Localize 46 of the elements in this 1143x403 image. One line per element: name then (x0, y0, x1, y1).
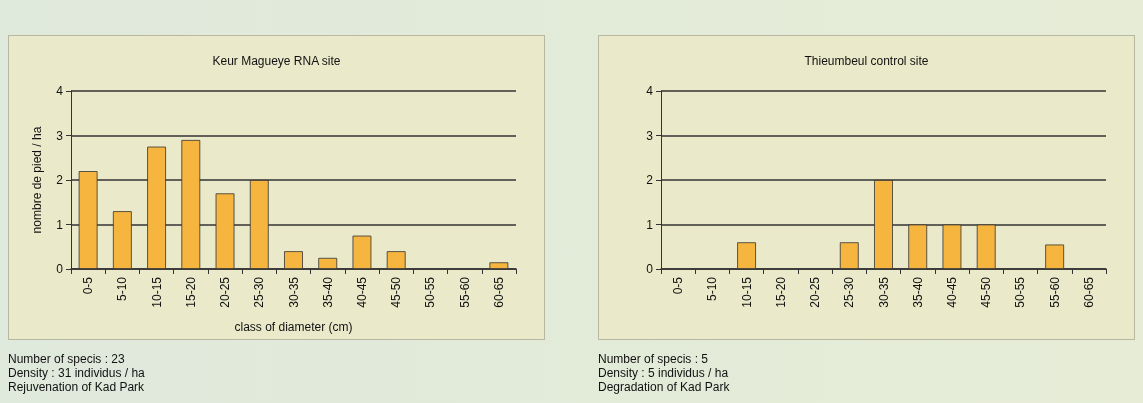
x-tick-label: 60-65 (491, 276, 506, 308)
x-tick-label: 40-45 (354, 276, 369, 308)
x-tick-label: 10-15 (149, 276, 164, 308)
text: Degradation of Kad Park (598, 380, 731, 394)
text: Density : 31 individus / ha (8, 366, 146, 380)
y-tick-label: 0 (56, 262, 64, 276)
y-axis-title: nombre de pied / ha (30, 126, 44, 234)
x-tick-label: 25-30 (842, 276, 857, 308)
x-tick-label: 45-50 (979, 276, 994, 308)
y-tick-label: 4 (646, 84, 654, 98)
y-tick-label: 0 (646, 262, 654, 276)
chart-title: Thieumbeul control site (804, 54, 929, 68)
x-tick-label: 35-40 (320, 276, 335, 308)
x-tick-label: 25-30 (252, 276, 267, 308)
y-tick-label: 1 (646, 217, 654, 232)
x-tick-label: 0-5 (81, 276, 96, 295)
y-tick-label: 3 (56, 128, 64, 143)
x-tick-label: 45-50 (389, 276, 404, 308)
x-tick-label: 20-25 (218, 276, 233, 308)
text: Number of specis : 23 (8, 352, 126, 366)
x-tick-label: 55-60 (457, 276, 472, 308)
y-tick-label: 3 (646, 128, 654, 143)
x-tick-label: 20-25 (808, 276, 823, 308)
x-tick-label: 55-60 (1047, 276, 1062, 308)
x-tick-label: 30-35 (286, 276, 301, 308)
x-tick-label: 15-20 (773, 276, 788, 308)
x-tick-label: 40-45 (944, 276, 959, 308)
y-tick-label: 4 (56, 84, 64, 98)
x-tick-label: 50-55 (423, 276, 438, 308)
text: Rejuvenation of Kad Park (8, 380, 146, 394)
chart-title: Keur Magueye RNA site (212, 54, 341, 68)
x-tick-label: 5-10 (115, 276, 130, 302)
y-tick-label: 2 (646, 173, 654, 187)
x-tick-label: 0-5 (671, 276, 686, 295)
x-tick-label: 5-10 (705, 276, 720, 302)
x-tick-label: 35-40 (910, 276, 925, 308)
x-tick-label: 30-35 (876, 276, 891, 308)
x-tick-label: 50-55 (1013, 276, 1028, 308)
text: Number of specis : 5 (598, 352, 710, 366)
x-tick-label: 60-65 (1081, 276, 1096, 308)
x-axis-title: class of diameter (cm) (234, 320, 353, 334)
y-tick-label: 2 (56, 173, 64, 187)
y-tick-label: 1 (56, 217, 64, 232)
text: Density : 5 individus / ha (598, 366, 730, 380)
x-tick-label: 15-20 (183, 276, 198, 308)
x-tick-label: 10-15 (739, 276, 754, 308)
